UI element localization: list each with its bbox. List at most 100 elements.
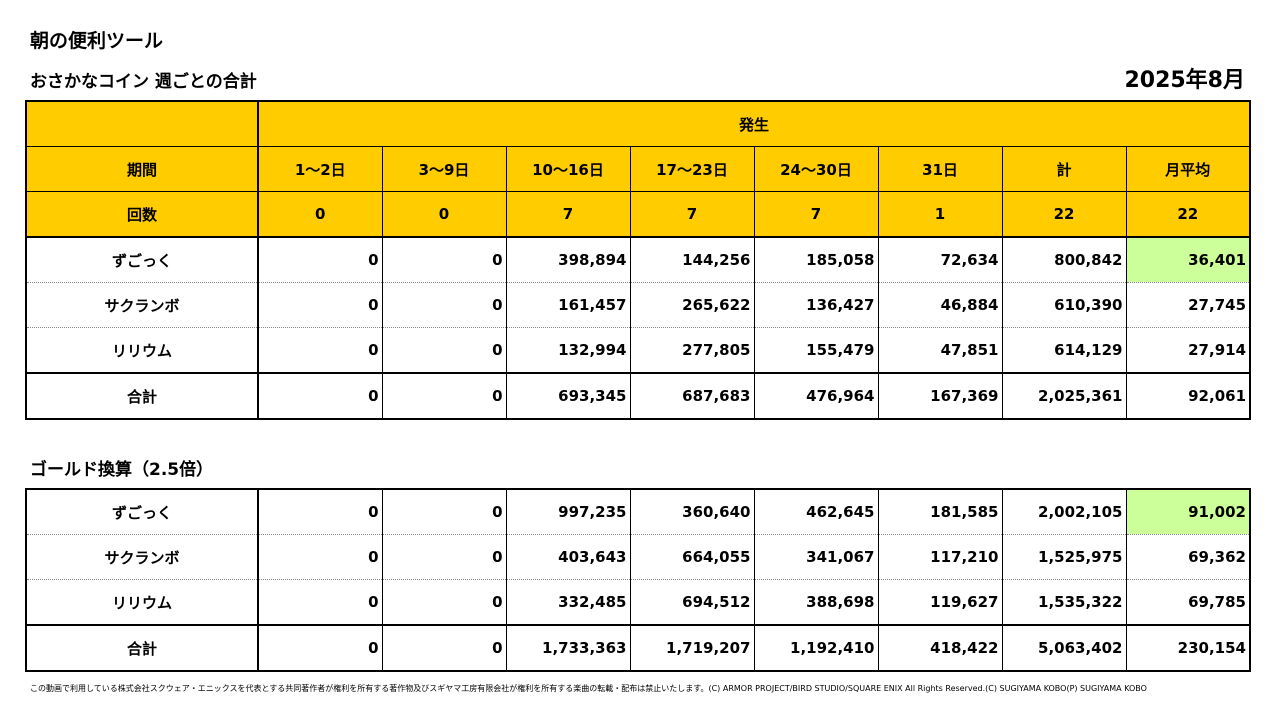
cell: 0: [257, 534, 383, 580]
cell: 0: [381, 624, 507, 671]
cell: 2,002,105: [1001, 488, 1127, 535]
row-label: 合計: [25, 624, 259, 671]
section-title: ゴールド換算（2.5倍）: [30, 460, 214, 480]
cell: 277,805: [629, 327, 755, 373]
cell: 0: [381, 579, 507, 625]
cell: 161,457: [505, 282, 631, 328]
table-row: ずごっく 0 0 997,235 360,640 462,645 181,585 2,002,…: [25, 488, 1251, 535]
cell: 2,025,361: [1001, 372, 1127, 419]
column-header: 24～30日: [753, 146, 879, 192]
cell: 693,345: [505, 372, 631, 419]
cell: 664,055: [629, 534, 755, 580]
cell: 0: [381, 327, 507, 373]
cell: 69,785: [1125, 579, 1251, 625]
cell: 0: [381, 534, 507, 580]
header-row: 発生: [25, 100, 1251, 147]
table-row: 合計 0 0 1,733,363 1,719,207 1,192,410 418,422 5,…: [25, 624, 1251, 671]
column-header: 3～9日: [381, 146, 507, 192]
cell: 997,235: [505, 488, 631, 535]
cell: 5,063,402: [1001, 624, 1127, 671]
row-label: サクランボ: [25, 534, 259, 580]
cell: 418,422: [877, 624, 1003, 671]
cell: 610,390: [1001, 282, 1127, 328]
cell: 155,479: [753, 327, 879, 373]
cell: 27,914: [1125, 327, 1251, 373]
weekly-table: 発生 期間 1～2日 3～9日 10～16日 17～23日 24～30日 31日計月平均 回数 0…: [25, 100, 1252, 420]
gold-table: ずごっく 0 0 997,235 360,640 462,645 181,585 2,002,…: [25, 488, 1251, 672]
column-header: 10～16日: [505, 146, 631, 192]
row-label: リリウム: [25, 327, 259, 373]
group-header: 発生: [257, 100, 1251, 147]
cell: 72,634: [877, 236, 1003, 283]
column-header: 1～2日: [257, 146, 383, 192]
cell: 0: [257, 488, 383, 535]
cell: 1,733,363: [505, 624, 631, 671]
title: 朝の便利ツール: [30, 30, 164, 52]
cell: 800,842: [1001, 236, 1127, 283]
column-header: 17～23日: [629, 146, 755, 192]
cell: 1,535,322: [1001, 579, 1127, 625]
cell: 1,719,207: [629, 624, 755, 671]
table-row: リリウム 0 0 132,994 277,805 155,479 47,851 614,129…: [25, 327, 1251, 373]
row-label: ずごっく: [25, 236, 259, 283]
table-row: ずごっく 0 0 398,894 144,256 185,058 72,634 800,842…: [25, 236, 1251, 283]
cell: 0: [381, 236, 507, 283]
count-cell: 1: [877, 191, 1003, 237]
cell: 181,585: [877, 488, 1003, 535]
cell: 46,884: [877, 282, 1003, 328]
cell: 614,129: [1001, 327, 1127, 373]
footer: この動画で利用している株式会社スクウェア・エニックスを代表とする共同著作者が権利…: [30, 684, 1147, 693]
cell: 687,683: [629, 372, 755, 419]
header-row: 期間 1～2日 3～9日 10～16日 17～23日 24～30日 31日計月平均: [25, 146, 1251, 192]
cell: 265,622: [629, 282, 755, 328]
count-cell: 7: [505, 191, 631, 237]
table-row: 合計 0 0 693,345 687,683 476,964 167,369 2,025,36…: [25, 372, 1251, 419]
cell: 0: [257, 372, 383, 419]
cell: 144,256: [629, 236, 755, 283]
header-row: 回数 0 0 7 7 7 1 22 22: [25, 191, 1251, 237]
table-row: サクランボ 0 0 403,643 664,055 341,067 117,210 1,525…: [25, 534, 1251, 580]
cell: 0: [381, 372, 507, 419]
count-cell: 回数: [25, 191, 259, 237]
table-row: リリウム 0 0 332,485 694,512 388,698 119,627 1,535,…: [25, 579, 1251, 625]
cell: 0: [257, 236, 383, 283]
row-label: ずごっく: [25, 488, 259, 535]
count-cell: 0: [257, 191, 383, 237]
cell: 27,745: [1125, 282, 1251, 328]
cell: 462,645: [753, 488, 879, 535]
cell: 69,362: [1125, 534, 1251, 580]
cell: 1,192,410: [753, 624, 879, 671]
cell: 0: [381, 282, 507, 328]
count-cell: 7: [753, 191, 879, 237]
cell: 1,525,975: [1001, 534, 1127, 580]
count-cell: 7: [629, 191, 755, 237]
cell: 167,369: [877, 372, 1003, 419]
column-header: 計: [1001, 146, 1127, 192]
cell: 36,401: [1125, 236, 1251, 283]
cell: 92,061: [1125, 372, 1251, 419]
cell: 0: [257, 282, 383, 328]
column-header: 月平均: [1125, 146, 1251, 192]
cell: 0: [381, 488, 507, 535]
table-row: サクランボ 0 0 161,457 265,622 136,427 46,884 610,39…: [25, 282, 1251, 328]
cell: 0: [257, 579, 383, 625]
cell: 398,894: [505, 236, 631, 283]
cell: 117,210: [877, 534, 1003, 580]
header-cell: [25, 100, 259, 147]
cell: 341,067: [753, 534, 879, 580]
row-label: リリウム: [25, 579, 259, 625]
count-cell: 22: [1125, 191, 1251, 237]
cell: 403,643: [505, 534, 631, 580]
count-cell: 0: [381, 191, 507, 237]
period: 2025年8月: [1124, 68, 1245, 93]
cell: 136,427: [753, 282, 879, 328]
cell: 230,154: [1125, 624, 1251, 671]
cell: 694,512: [629, 579, 755, 625]
column-header: 31日: [877, 146, 1003, 192]
cell: 185,058: [753, 236, 879, 283]
cell: 388,698: [753, 579, 879, 625]
cell: 360,640: [629, 488, 755, 535]
cell: 0: [257, 624, 383, 671]
cell: 332,485: [505, 579, 631, 625]
